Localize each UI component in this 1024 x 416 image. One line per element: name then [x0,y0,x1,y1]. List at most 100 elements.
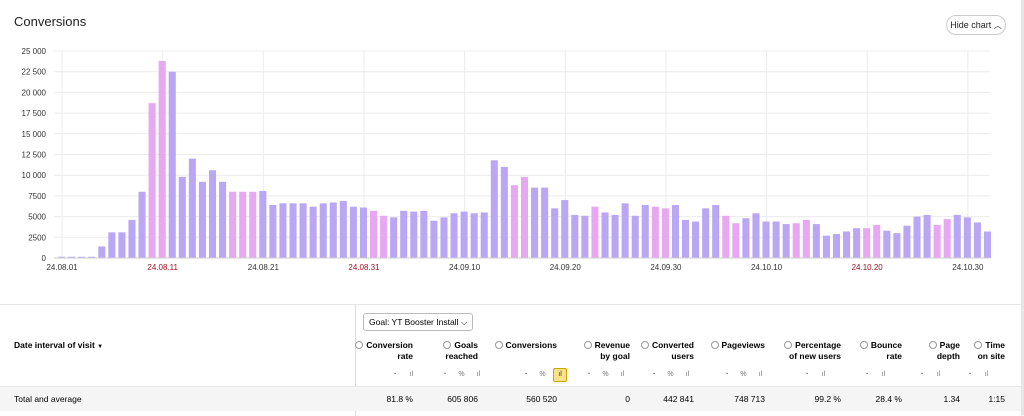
chart-bar [148,103,156,258]
percent-icon[interactable]: % [539,371,546,378]
pie-chart-icon[interactable]: ◔ [442,371,447,378]
dimension-header[interactable]: Date interval of visit ▼ [14,340,103,350]
chart-bar [531,187,539,258]
chart-bar [631,215,639,258]
pie-chart-icon[interactable]: ◔ [651,371,656,378]
bar-chart-icon[interactable]: ıl [936,371,941,378]
chart-bar [78,256,86,258]
column-header[interactable]: Conversion rate [355,340,413,362]
column-header[interactable]: Page depth [928,340,960,362]
x-tick-label: 24.08.21 [248,263,280,272]
bar-chart-icon[interactable]: ıl [409,371,414,378]
chart-bar [712,205,720,258]
percent-icon[interactable]: % [458,371,465,378]
column-info-icon[interactable] [443,341,452,349]
percent-icon[interactable]: % [740,371,747,378]
total-value: 605 806 [447,394,478,404]
total-value: 81.8 % [386,394,413,404]
pie-chart-icon[interactable]: ◔ [804,371,809,378]
percent-icon[interactable]: % [602,371,609,378]
column-header[interactable]: Bounce rate [859,340,902,362]
column-info-icon[interactable] [784,341,793,349]
column-header[interactable]: Goals reached [443,340,478,362]
pie-chart-icon[interactable]: ◔ [392,371,397,378]
chart-bar [58,256,66,258]
bar-chart-icon[interactable]: ıl [758,371,763,378]
column-header[interactable]: Converted users [640,340,694,362]
chart-bar [732,223,740,258]
chart-bar [772,221,780,258]
column-header-line1: Converted [651,340,694,350]
chart-bar [289,203,297,258]
bar-chart-icon[interactable]: ıl [821,371,826,378]
report-table: Goal: YT Booster Install ⌵ Date interval… [0,304,1021,416]
pie-chart-icon[interactable]: ◔ [523,371,528,378]
chevron-down-icon: ⌵ [460,317,468,327]
column-info-icon[interactable] [494,341,503,349]
bar-chart-icon[interactable]: ıl [881,371,886,378]
chart-bar [269,205,277,258]
bar-chart-icon[interactable]: ıl [553,368,567,382]
column-header[interactable]: Revenue by goal [583,340,630,362]
chart-bar [611,214,619,258]
chart-bar [752,213,760,258]
chart-bar [621,203,629,258]
chart-bar [470,213,478,258]
column-header-line2: depth [936,351,960,361]
column-header[interactable]: Time on site [974,340,1005,362]
percent-icon[interactable]: % [667,371,674,378]
pie-chart-icon[interactable]: ◔ [864,371,869,378]
column-info-icon[interactable] [974,341,983,349]
column-header-line1: Percentage [795,340,841,350]
goal-select[interactable]: Goal: YT Booster Install ⌵ [363,313,474,331]
chart-bar [108,232,116,258]
column-info-icon[interactable] [640,341,649,349]
total-value: 442 841 [663,394,694,404]
chart-bar [973,222,981,258]
pie-chart-icon[interactable]: ◔ [919,371,924,378]
chart-bar [510,185,518,258]
chart-bar [68,256,76,258]
chart-bar [450,213,458,258]
column-header[interactable]: Conversions [494,340,557,351]
bar-chart-icon[interactable]: ıl [984,371,989,378]
total-row-label: Total and average [14,394,82,404]
column-view-toggles: ◔% ıl [720,368,767,381]
column-header-line2: of new users [789,351,841,361]
pie-chart-icon[interactable]: ◔ [967,371,972,378]
chart-bar [762,221,770,258]
column-header[interactable]: Percentage of new users [784,340,841,362]
chart-bar [460,211,468,258]
chart-bar [128,219,136,258]
page-scrollbar[interactable] [1021,0,1024,415]
total-value: 560 520 [526,394,557,404]
column-info-icon[interactable] [583,341,592,349]
column-info-icon[interactable] [710,341,719,349]
column-header[interactable]: Pageviews [710,340,765,351]
pie-chart-icon[interactable]: ◔ [586,371,591,378]
chart-bar [520,176,529,258]
chart-bar [822,235,830,258]
chart-bar [410,211,418,258]
column-info-icon[interactable] [355,341,364,349]
total-value: 99.2 % [814,394,841,404]
total-value: 748 713 [734,394,765,404]
chart-bar [249,191,257,258]
sort-icon: ▼ [97,344,104,350]
goal-select-label: Goal: YT Booster Install [369,317,459,327]
y-tick-label: 25 000 [22,47,47,56]
chart-bar [591,206,599,258]
chart-bar [219,181,227,258]
hide-chart-button[interactable]: Hide chart ︿ [946,15,1006,35]
y-tick-label: 22 500 [22,68,47,77]
column-info-icon[interactable] [859,341,868,349]
column-view-toggles: ◔ ıl [915,368,945,381]
bar-chart-icon[interactable]: ıl [620,371,625,378]
chart-bar [279,203,287,258]
pie-chart-icon[interactable]: ◔ [724,371,729,378]
bar-chart-icon[interactable]: ıl [476,371,481,378]
bar-chart-icon[interactable]: ıl [685,371,690,378]
x-tick-label: 24.08.01 [46,263,78,272]
chart-bar [671,205,679,258]
column-info-icon[interactable] [928,341,937,349]
